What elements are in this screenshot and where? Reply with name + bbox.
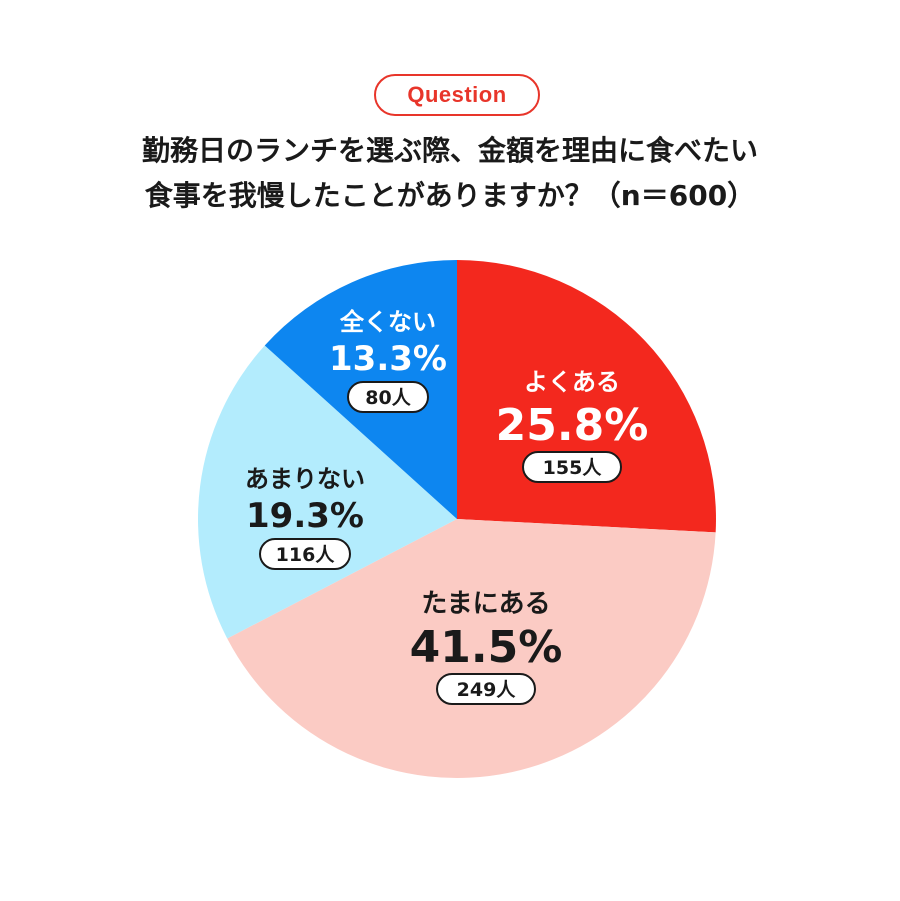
slice-count-label: 155人 — [543, 457, 603, 479]
slice-count-badge — [259, 538, 351, 570]
title-line-1: 勤務日のランチを選ぶ際、金額を理由に食べたい — [141, 134, 758, 167]
slice-count-label: 249人 — [457, 679, 517, 701]
slice-count-badge — [522, 451, 622, 483]
slice-count-badge — [347, 381, 429, 413]
pie-slice — [198, 345, 457, 639]
slice-category-label: 全くない — [339, 308, 436, 336]
slice-label-group: 全くない 13.3% 80人 — [329, 308, 447, 413]
slice-label-group: よくある 25.8% 155人 — [496, 368, 649, 483]
slice-category-label: たまにある — [421, 589, 550, 619]
slice-percent-label: 41.5% — [410, 622, 563, 673]
chart-title: 勤務日のランチを選ぶ際、金額を理由に食べたい 食事を我慢したことがありますか？（… — [0, 128, 900, 218]
slice-count-label: 116人 — [276, 544, 336, 566]
slice-count-label: 80人 — [365, 387, 411, 409]
question-badge: Question — [374, 74, 540, 116]
slice-label-group: あまりない 19.3% 116人 — [245, 465, 365, 570]
slice-category-label: よくある — [524, 368, 620, 396]
pie-slice — [457, 260, 716, 533]
slice-percent-label: 25.8% — [496, 400, 649, 451]
title-line-2: 食事を我慢したことがありますか？（n＝600） — [144, 179, 756, 212]
slice-percent-label: 13.3% — [329, 339, 447, 379]
pie-slice — [227, 519, 716, 778]
slice-percent-label: 19.3% — [246, 496, 364, 536]
slice-count-badge — [436, 673, 536, 705]
slice-category-label: あまりない — [245, 465, 365, 493]
question-label: Question — [407, 82, 507, 107]
